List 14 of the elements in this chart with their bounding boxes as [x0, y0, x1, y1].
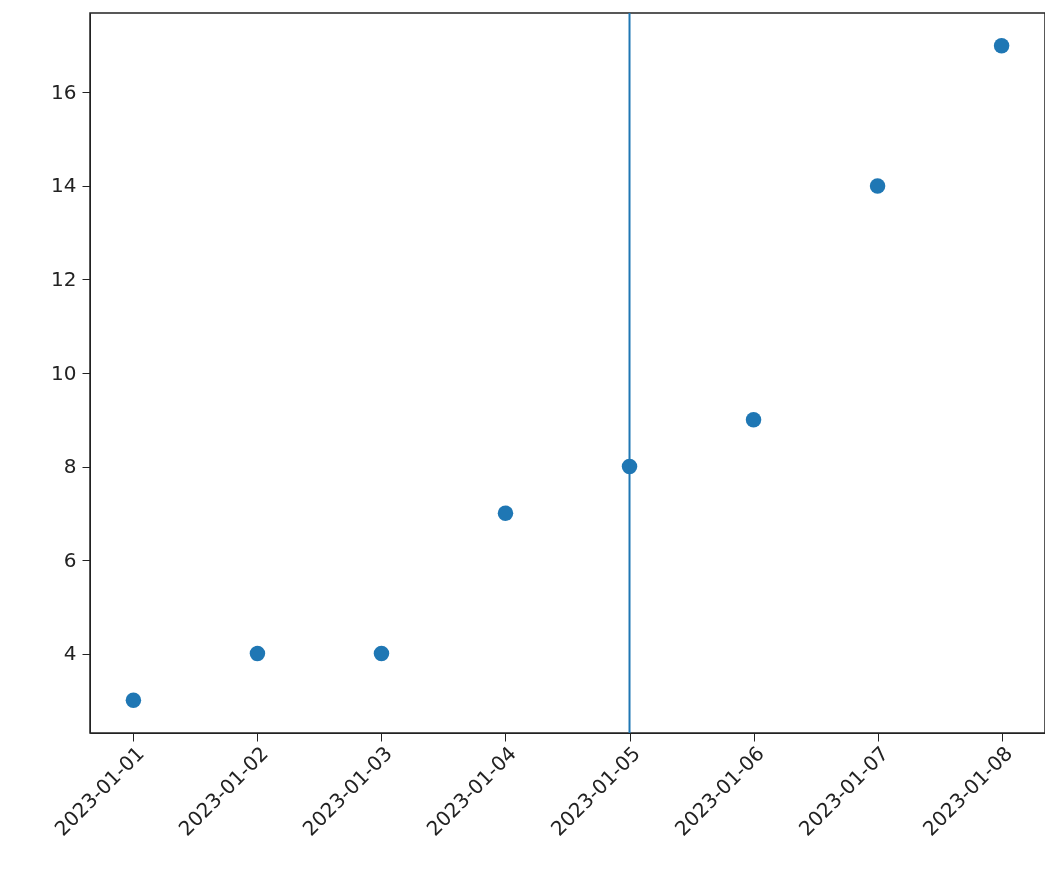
- y-tick-label: 14: [51, 173, 77, 198]
- point: [373, 645, 390, 662]
- point: [125, 692, 142, 708]
- y-tick-label: 16: [51, 79, 77, 104]
- y-tick-label: 12: [51, 266, 77, 291]
- point: [249, 645, 266, 662]
- y-tick-label: 10: [51, 360, 77, 385]
- y-tick-label: 4: [63, 641, 77, 666]
- point: [869, 178, 886, 194]
- y-tick-label: 8: [63, 454, 77, 479]
- point: [497, 505, 514, 521]
- y-tick-label: 6: [63, 547, 77, 572]
- point: [745, 412, 762, 428]
- point: [993, 38, 1010, 54]
